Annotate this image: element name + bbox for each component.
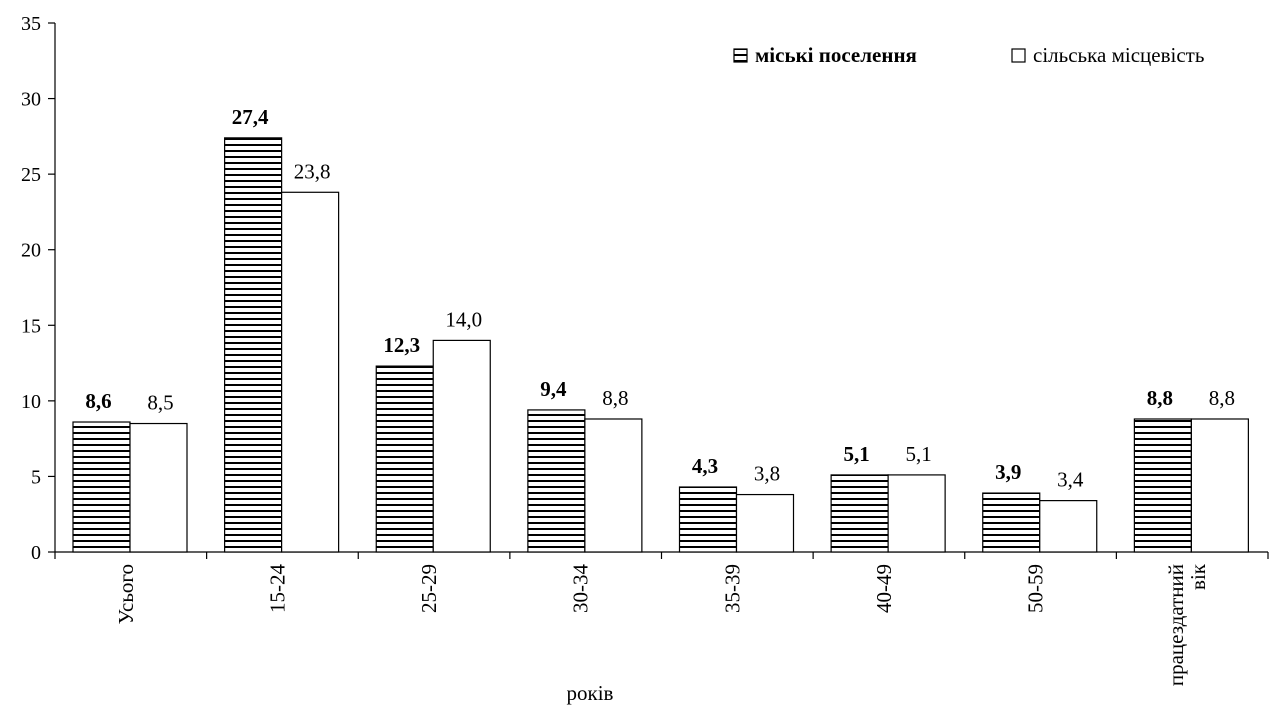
y-tick-label: 10 bbox=[21, 391, 41, 413]
legend-item-urban: міські поселення bbox=[733, 43, 917, 67]
data-label: 12,3 bbox=[383, 333, 420, 357]
bar-urban bbox=[1133, 418, 1192, 553]
data-label: 8,5 bbox=[147, 391, 173, 415]
bar-rural bbox=[129, 422, 188, 553]
x-tick-label: 15-24 bbox=[265, 564, 289, 613]
x-axis-title: років bbox=[567, 681, 614, 705]
data-label: 14,0 bbox=[445, 307, 482, 331]
legend-item-rural: сільська місцевість bbox=[1011, 43, 1204, 67]
bar-rural bbox=[1190, 418, 1249, 553]
bar-urban bbox=[224, 137, 283, 553]
x-tick-label: 35-39 bbox=[720, 564, 744, 613]
data-label: 8,8 bbox=[602, 386, 628, 410]
x-tick-label: вік bbox=[1186, 563, 1210, 590]
legend: міські поселення сільська місцевість bbox=[733, 43, 1204, 67]
legend-swatch bbox=[733, 48, 748, 63]
bar-rural bbox=[887, 474, 946, 553]
data-label: 4,3 bbox=[692, 454, 718, 478]
data-labels: 8,6 27,4 12,3 9,4 4,3 5,1 3,9 8,8 8,5 23,8 14,0 8,8… bbox=[85, 105, 1235, 492]
bar-rural bbox=[281, 191, 340, 553]
bars bbox=[72, 137, 1249, 553]
legend-label: сільська місцевість bbox=[1033, 43, 1204, 67]
data-label: 8,8 bbox=[1209, 386, 1235, 410]
bar-rural bbox=[1039, 500, 1098, 553]
bar-urban bbox=[375, 365, 434, 553]
y-tick-label: 20 bbox=[21, 240, 41, 262]
data-label: 5,1 bbox=[844, 442, 870, 466]
y-tick-label: 5 bbox=[31, 466, 41, 488]
bar-rural bbox=[584, 418, 643, 553]
bar-urban bbox=[527, 409, 586, 553]
data-label: 23,8 bbox=[294, 159, 331, 183]
legend-swatch bbox=[1011, 48, 1026, 63]
y-tick-label: 15 bbox=[21, 315, 41, 337]
bar-urban bbox=[982, 492, 1041, 553]
x-tick-label: 40-49 bbox=[872, 564, 896, 613]
data-label: 3,9 bbox=[995, 460, 1021, 484]
x-tick-label: 25-29 bbox=[417, 564, 441, 613]
bar-urban bbox=[72, 421, 131, 553]
data-label: 9,4 bbox=[540, 377, 567, 401]
data-label: 3,4 bbox=[1057, 468, 1084, 492]
y-tick-label: 0 bbox=[31, 542, 41, 564]
bar-urban bbox=[830, 474, 889, 553]
bar-rural bbox=[432, 339, 491, 553]
y-tick-label: 30 bbox=[21, 89, 41, 111]
data-label: 5,1 bbox=[906, 442, 932, 466]
x-tick-label: працездатний bbox=[1164, 564, 1188, 686]
x-tick-label: 50-59 bbox=[1024, 564, 1048, 613]
bar-urban bbox=[678, 486, 738, 553]
data-label: 3,8 bbox=[754, 462, 780, 486]
y-tick-label: 25 bbox=[21, 164, 41, 186]
data-label: 8,6 bbox=[85, 389, 111, 413]
x-tick-label: Усього bbox=[114, 564, 138, 624]
x-tick-label: 30-34 bbox=[569, 564, 593, 613]
data-label: 8,8 bbox=[1147, 386, 1173, 410]
y-tick-label: 35 bbox=[21, 13, 41, 35]
bar-rural bbox=[735, 493, 795, 553]
axes: 0 5 10 15 20 25 30 35 Усього 15-24 25-29 30-34 35-39… bbox=[21, 13, 1269, 705]
data-label: 27,4 bbox=[232, 105, 269, 129]
legend-label: міські поселення bbox=[755, 43, 917, 67]
